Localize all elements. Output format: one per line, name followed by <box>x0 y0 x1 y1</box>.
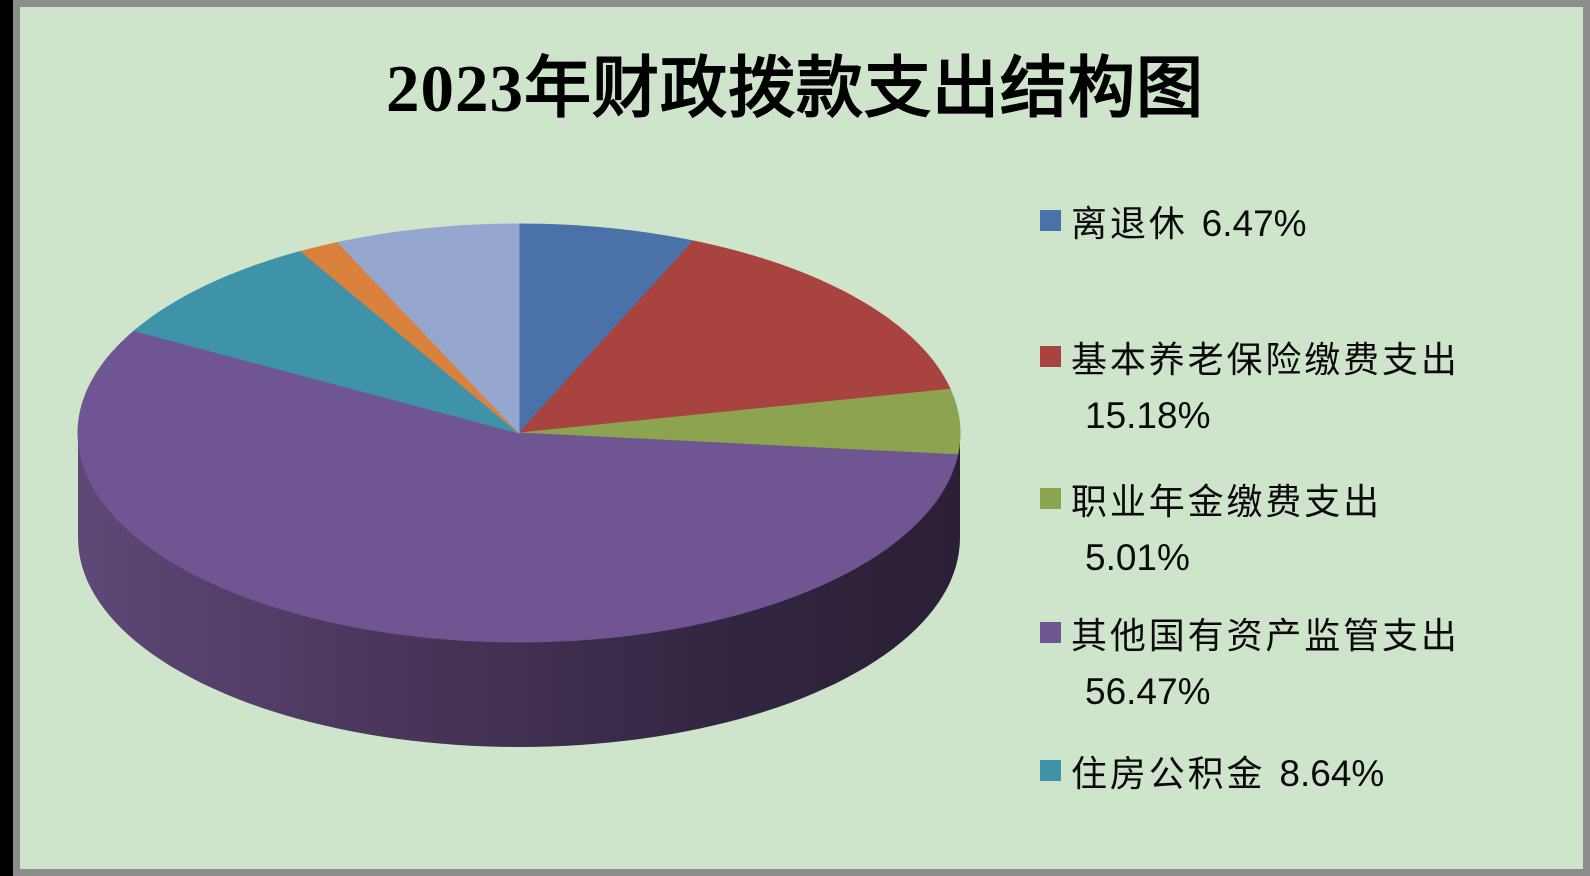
legend-swatch <box>1040 488 1061 509</box>
legend-swatch <box>1040 210 1061 231</box>
page-edge-band <box>0 0 13 876</box>
pie-slice-7 <box>337 223 520 434</box>
pie-slice-5 <box>133 250 520 434</box>
legend-swatch <box>1040 622 1061 643</box>
pie-legend: 离退休 6.47% 基本养老保险缴费支出 15.18% 职业年金缴费支出 5.01% 其他国… <box>1040 0 1510 876</box>
legend-label: 住房公积金 <box>1071 754 1266 794</box>
pie-slice-2 <box>518 240 951 434</box>
legend-item: 离退休 6.47% <box>1040 196 1492 252</box>
legend-swatch <box>1040 760 1061 781</box>
chart-title: 2023年财政拨款支出结构图 <box>386 52 1204 126</box>
legend-value: 56.47% <box>1085 671 1211 712</box>
legend-item: 职业年金缴费支出 5.01% <box>1040 474 1492 586</box>
legend-item: 基本养老保险缴费支出 15.18% <box>1040 332 1492 444</box>
legend-label: 离退休 <box>1071 204 1188 244</box>
legend-item: 住房公积金 8.64% <box>1040 746 1492 802</box>
legend-value: 15.18% <box>1085 395 1211 436</box>
legend-swatch <box>1040 346 1061 367</box>
pie-side-rim <box>78 433 960 747</box>
legend-label: 基本养老保险缴费支出 <box>1071 340 1460 380</box>
legend-item: 其他国有资产监管支出 56.47% <box>1040 608 1492 720</box>
pie-slice-4 <box>77 330 959 643</box>
legend-value: 5.01% <box>1085 537 1190 578</box>
legend-value: 6.47% <box>1201 203 1307 244</box>
legend-label: 职业年金缴费支出 <box>1071 482 1383 522</box>
pie-slice-1 <box>518 223 694 434</box>
legend-value: 8.64% <box>1279 753 1385 794</box>
legend-label: 其他国有资产监管支出 <box>1071 616 1460 656</box>
